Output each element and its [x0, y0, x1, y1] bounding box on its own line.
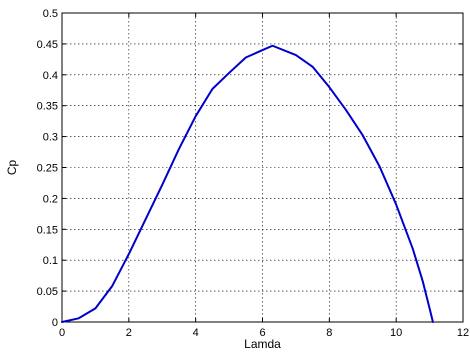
x-axis-tick-labels: 0 2 4 6 8 10 12 [59, 327, 469, 339]
plot-area: 0 2 4 6 8 10 12 00.050.10.150.20.250.30.350.40… [37, 8, 470, 339]
y-tick-label: 0.35 [37, 101, 58, 113]
y-tick-label: 0.3 [43, 132, 58, 144]
x-tick-label: 0 [59, 327, 65, 339]
y-tick-label: 0.05 [37, 286, 58, 298]
x-tick-label: 10 [390, 327, 402, 339]
axis-ticks [61, 12, 464, 323]
x-tick-label: 12 [457, 327, 469, 339]
y-tick-label: 0.25 [37, 163, 58, 175]
y-tick-label: 0.1 [43, 255, 58, 267]
y-tick-label: 0.45 [37, 39, 58, 51]
y-tick-label: 0.2 [43, 193, 58, 205]
y-tick-label: 0.4 [43, 70, 58, 82]
grid-lines [62, 13, 463, 322]
y-tick-label: 0.15 [37, 224, 58, 236]
x-axis-label: Lamda [244, 337, 281, 351]
y-tick-label: 0.5 [43, 8, 58, 20]
x-tick-label: 6 [259, 327, 265, 339]
x-tick-label: 4 [193, 327, 199, 339]
x-tick-label: 2 [126, 327, 132, 339]
x-tick-label: 8 [326, 327, 332, 339]
y-axis-label: Cp [5, 160, 19, 176]
y-tick-label: 0 [52, 317, 58, 329]
cp-curve [61, 44, 434, 323]
y-axis-tick-labels: 0 0.05 0.1 0.15 0.2 0.25 0.3 0.35 0.4 0.45 0.5 [37, 8, 58, 329]
